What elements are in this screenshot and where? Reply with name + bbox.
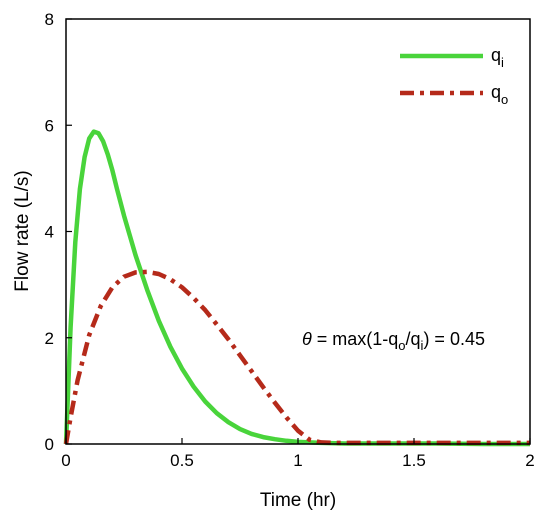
- x-tick-label: 2: [525, 451, 534, 470]
- theta-annotation: θ = max(1-qo/qi) = 0.45: [302, 329, 485, 353]
- plot-frame: [65, 18, 531, 445]
- y-axis-label: Flow rate (L/s): [12, 170, 33, 291]
- x-tick-label: 1.5: [402, 451, 426, 470]
- legend: qi qo: [400, 45, 508, 107]
- series-line-qi: [63, 129, 530, 447]
- x-axis-label: Time (hr): [260, 490, 336, 511]
- x-tick-label: 0: [61, 451, 70, 470]
- y-tick-label: 0: [45, 435, 54, 454]
- legend-label-qi: qi: [491, 45, 504, 70]
- y-tick-label: 2: [45, 329, 54, 348]
- y-tick-label: 4: [45, 223, 54, 242]
- x-tick-label: 1: [293, 451, 302, 470]
- series-line-qo: [63, 269, 530, 446]
- legend-label-qo: qo: [491, 82, 508, 107]
- y-tick-label: 6: [45, 116, 54, 135]
- series-layer: [63, 129, 530, 447]
- y-tick-label: 8: [45, 10, 54, 29]
- ticks-layer: 0 0.5 1 1.5 2 0 2 4 6 8: [45, 10, 535, 470]
- x-tick-label: 0.5: [170, 451, 194, 470]
